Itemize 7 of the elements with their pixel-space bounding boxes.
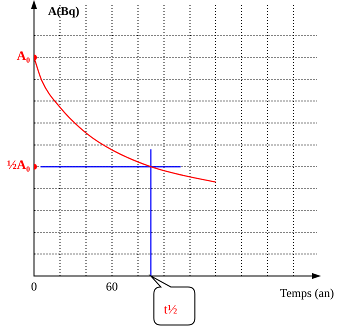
series-label: ½A₀ <box>6 157 30 172</box>
series-label: A₀ <box>16 48 30 63</box>
x-tick-label: 0 <box>31 279 37 294</box>
y-axis-title: A(Bq) <box>48 4 80 18</box>
annotation: t½ <box>164 301 178 316</box>
x-axis-title: Temps (an) <box>280 286 334 300</box>
x-tick-label: 60 <box>106 279 118 294</box>
